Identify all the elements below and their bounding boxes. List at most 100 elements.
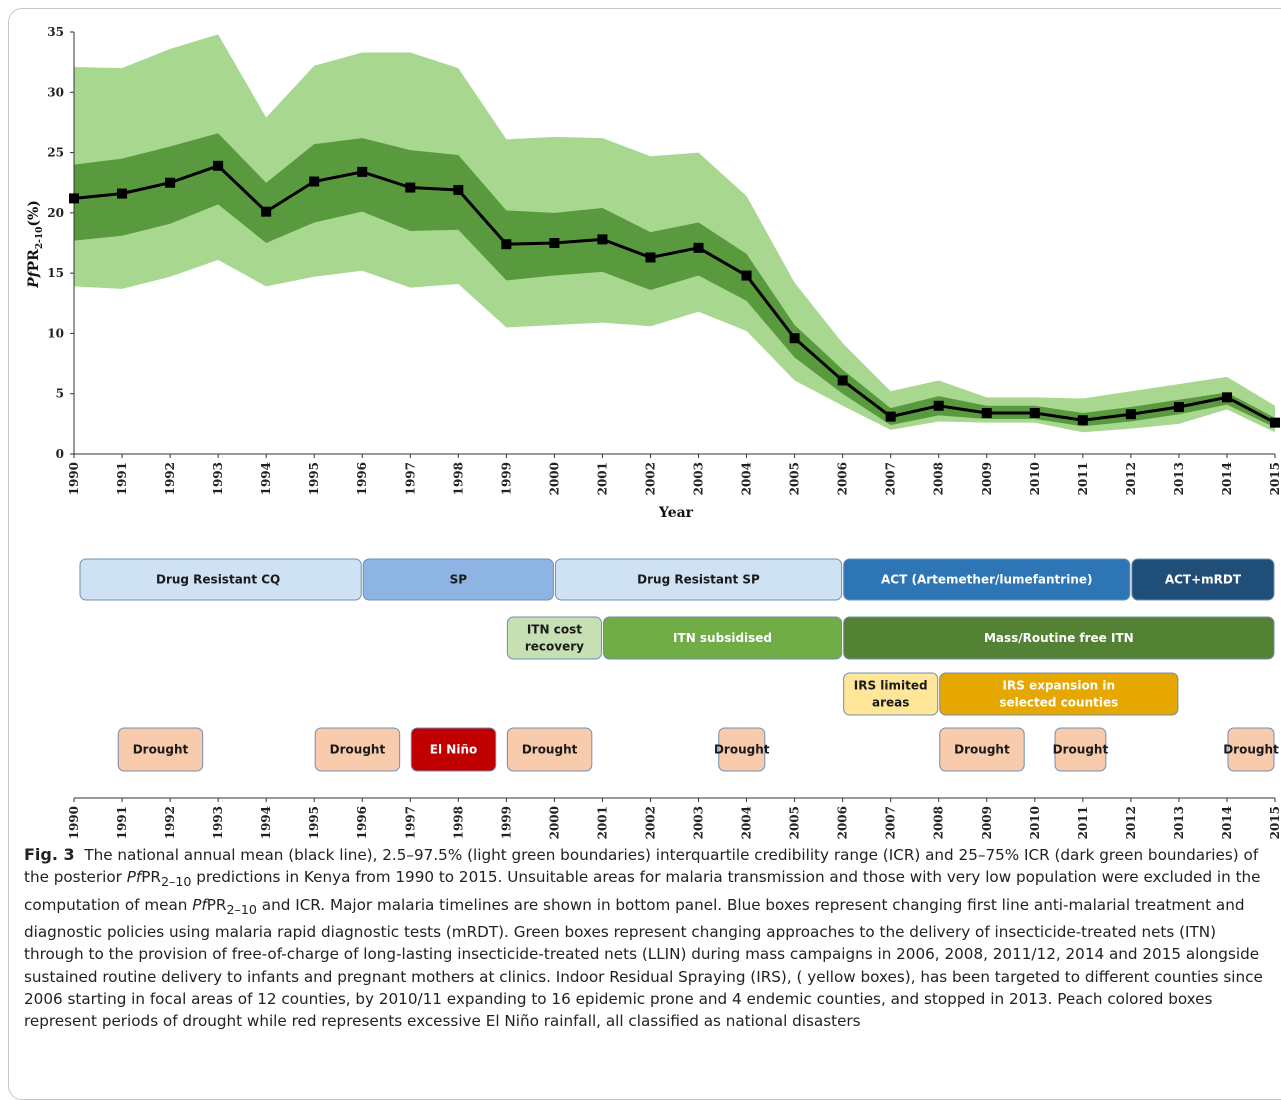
x-tick-label: 2006	[836, 806, 850, 839]
y-tick-label: 25	[47, 146, 64, 160]
x-tick-label: 1993	[211, 462, 225, 495]
mean-point	[981, 408, 992, 419]
timeline-box-label: Drug Resistant SP	[637, 573, 760, 587]
timeline-box-rect	[843, 616, 1275, 660]
x-tick-label: 1994	[259, 462, 273, 495]
timeline-box-rect	[362, 558, 554, 601]
timeline-box-label: Drought	[133, 743, 189, 757]
caption-pf-1: Pf	[126, 868, 142, 887]
mean-point	[261, 206, 272, 217]
mean-point	[1173, 401, 1184, 412]
x-tick-label: 1991	[115, 806, 129, 839]
mean-point	[1125, 409, 1136, 420]
timeline-box-itn: Mass/Routine free ITN	[843, 616, 1275, 660]
timeline-box-label: selected counties	[999, 696, 1118, 710]
mean-point	[309, 176, 320, 187]
x-tick-label: 1991	[115, 462, 129, 495]
timeline-box-rect	[939, 727, 1025, 772]
x-tick-label: 2007	[884, 462, 898, 495]
timeline-box-label: Drought	[522, 743, 578, 757]
mean-point	[741, 270, 752, 281]
x-tick-label: 1993	[211, 806, 225, 839]
mean-point	[165, 177, 176, 188]
mean-point	[1270, 417, 1280, 428]
x-axis: 1990 1991 1992 1993 1994 1995 1996 1997 1998 1999…	[67, 453, 1281, 495]
x-tick-label: 2001	[595, 462, 609, 495]
x-tick-label: 1998	[451, 806, 465, 839]
x-tick-label: 2009	[980, 806, 994, 839]
timeline-box-rect	[410, 727, 497, 772]
caption-text-2: predictions in Kenya from 1990 to 2015. …	[24, 868, 1261, 914]
y-tick-label: 35	[47, 25, 64, 39]
y-tick-label: 15	[47, 266, 64, 280]
x-tick-label: 2006	[836, 462, 850, 495]
x-tick-label: 2002	[643, 806, 657, 839]
x-tick-label: 2000	[547, 806, 561, 839]
timeline-box-label: Drought	[330, 743, 386, 757]
x-tick-label: 2002	[643, 462, 657, 495]
timeline-panel: Drug Resistant CQ SP Drug Resistant SP ACT …	[79, 558, 1279, 772]
x-axis-title: Year	[658, 505, 694, 521]
x-tick-label: 2011	[1076, 462, 1090, 495]
x-tick-label: 2013	[1172, 806, 1186, 839]
x-tick-label: 2005	[788, 806, 802, 839]
mean-point	[1029, 408, 1040, 419]
timeline-box-itn: ITN subsidised	[602, 616, 843, 660]
y-axis-title-main: PR	[26, 249, 42, 272]
timeline-box-rect	[314, 727, 401, 772]
timeline-box-rect	[1054, 727, 1107, 772]
timeline-box-rect	[1227, 727, 1275, 772]
x-tick-label: 2003	[692, 806, 706, 839]
mean-point	[933, 400, 944, 411]
timeline-box-itn: ITN cost recovery	[506, 616, 602, 660]
mean-point	[117, 188, 128, 199]
x-tick-label: 1995	[307, 806, 321, 839]
timeline-box-disasters: El Niño	[410, 727, 497, 772]
timeline-box-label: areas	[872, 696, 909, 710]
timeline-box-rect	[554, 558, 843, 601]
figure-label: Fig. 3	[24, 845, 75, 864]
caption-text-1: The national annual mean (black line), 2…	[24, 846, 1259, 887]
y-tick-label: 10	[47, 326, 64, 340]
timeline-box-label: El Niño	[430, 743, 477, 757]
x-tick-label: 2009	[980, 462, 994, 495]
timeline-box-irs: IRS limited areas	[843, 672, 939, 716]
mean-point	[1221, 392, 1232, 403]
mean-point	[1077, 415, 1088, 426]
x-tick-label: 2011	[1076, 806, 1090, 839]
caption-sub-2: 2–10	[226, 901, 257, 917]
timeline-box-disasters: Drought	[117, 727, 204, 772]
timeline-box-label: SP	[450, 573, 468, 587]
mean-point	[645, 252, 656, 263]
x-tick-label: 2000	[547, 462, 561, 495]
timeline-box-disasters: Drought	[939, 727, 1025, 772]
x-tick-label: 2012	[1124, 806, 1138, 839]
timeline-box-label: IRS limited	[854, 679, 928, 693]
timeline-box-rect	[602, 616, 843, 660]
x-tick-label: 2007	[884, 806, 898, 839]
x-tick-label: 2015	[1268, 462, 1281, 495]
x-tick-label: 2014	[1220, 462, 1234, 495]
y-axis-title-italic: Pf	[26, 268, 42, 289]
caption-sub-1: 2–10	[160, 874, 192, 890]
timeline-box-label: IRS expansion in	[1003, 679, 1116, 693]
timeline-box-rect	[718, 727, 766, 772]
figure-caption: Fig. 3 The national annual mean (black l…	[24, 844, 1274, 1032]
mean-point	[885, 411, 896, 422]
x-tick-label: 1999	[499, 462, 513, 495]
x-tick-label: 2010	[1028, 462, 1042, 495]
timeline-box-disasters: Drought	[714, 727, 770, 772]
timeline-box-rect	[79, 558, 362, 601]
x-tick-label: 2013	[1172, 462, 1186, 495]
mean-point	[693, 242, 704, 253]
timeline-box-rect	[843, 672, 939, 716]
timeline-box-rect	[117, 727, 204, 772]
x-tick-label: 1992	[163, 462, 177, 495]
timeline-box-treatment: ACT+mRDT	[1131, 558, 1275, 601]
timeline-box-treatment: SP	[362, 558, 554, 601]
y-axis-title-sub: 2-10	[35, 227, 45, 250]
timeline-box-irs: IRS expansion in selected counties	[939, 672, 1179, 716]
x-tick-label: 1990	[67, 806, 81, 839]
x-tick-label: 2010	[1028, 806, 1042, 839]
